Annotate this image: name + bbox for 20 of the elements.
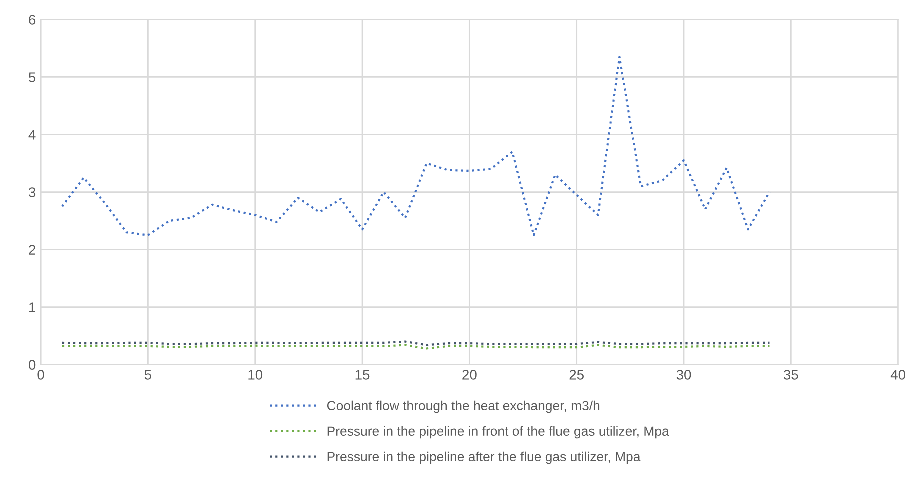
y-tick-label: 2 xyxy=(29,245,36,255)
y-tick-label: 6 xyxy=(29,15,36,25)
x-tick-label: 20 xyxy=(462,370,477,380)
y-tick-label: 5 xyxy=(29,72,36,82)
y-tick-label: 4 xyxy=(28,130,36,140)
x-tick-label: 10 xyxy=(248,370,263,380)
y-tick-label: 3 xyxy=(28,188,36,198)
x-tick-label: 25 xyxy=(570,370,584,380)
y-tick-label: 0 xyxy=(29,360,36,370)
x-tick-label: 5 xyxy=(144,370,152,380)
x-tick-label: 15 xyxy=(356,370,370,380)
legend-label: Pressure in the pipeline in front of the flue gas utilizer, Mpa xyxy=(328,426,670,439)
x-tick-label: 0 xyxy=(38,370,44,380)
line-series xyxy=(61,56,771,236)
legend-label: Pressure in the pipeline after the flue gas utilizer, Mpa xyxy=(328,452,641,464)
x-tick-label: 30 xyxy=(676,370,692,380)
x-tick-label: 40 xyxy=(890,370,906,380)
legend-label: Coolant flow through the heat exchanger, m3/h xyxy=(327,400,600,414)
x-tick-label: 35 xyxy=(784,370,798,380)
y-tick-label: 1 xyxy=(30,302,36,312)
